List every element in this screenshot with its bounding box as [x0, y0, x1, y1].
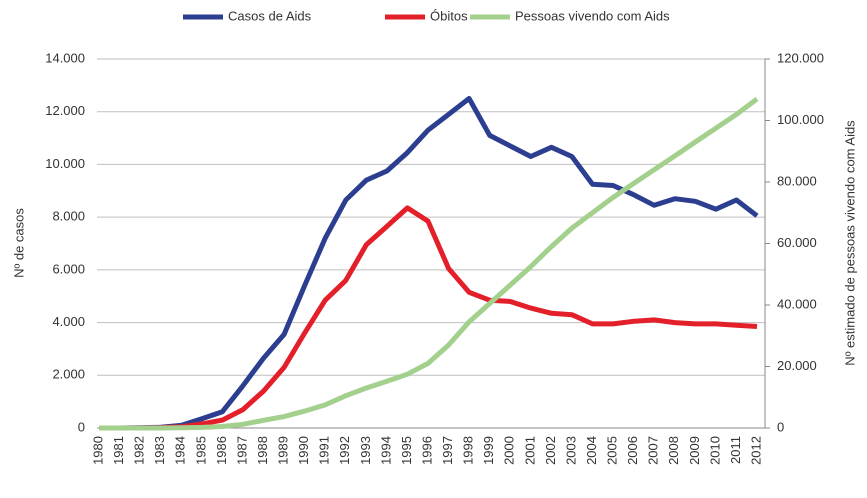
- legend-label: Casos de Aids: [228, 8, 312, 23]
- y-tick-label: 0: [78, 419, 85, 434]
- x-tick-label: 1987: [234, 436, 249, 465]
- series-line: [99, 205, 758, 431]
- x-tick-label: 2011: [728, 436, 743, 464]
- y2-tick-label: 0: [777, 419, 784, 434]
- y-tick-label: 12.000: [45, 103, 85, 118]
- y-tick-label: 4.000: [52, 314, 85, 329]
- y2-tick-label: 80.000: [777, 173, 817, 188]
- y-tick-label: 6.000: [52, 261, 85, 276]
- y2-tick-label: 120.000: [777, 50, 824, 65]
- y2-axis-title: Nº estimado de pessoas vivendo com Aids: [842, 120, 857, 366]
- x-tick-label: 2002: [543, 436, 558, 465]
- x-tick-label: 1985: [193, 436, 208, 465]
- legend-label: Pessoas vivendo com Aids: [515, 8, 670, 23]
- y2-tick-label: 40.000: [777, 296, 817, 311]
- x-tick-label: 1996: [419, 436, 434, 465]
- y-axis-title: Nº de casos: [11, 208, 26, 278]
- x-tick-label: 1984: [173, 436, 188, 465]
- x-tick-label: 2004: [584, 436, 599, 465]
- x-tick-label: 1998: [461, 436, 476, 465]
- x-tick-label: 1994: [378, 436, 393, 465]
- y2-tick-label: 20.000: [777, 358, 817, 373]
- x-tick-label: 1997: [440, 436, 455, 465]
- x-tick-label: 2003: [563, 436, 578, 465]
- x-tick-label: 1988: [255, 436, 270, 465]
- x-tick-label: 2005: [605, 436, 620, 465]
- x-tick-label: 1980: [90, 436, 105, 465]
- x-tick-label: 2001: [522, 436, 537, 465]
- x-tick-label: 2012: [748, 436, 763, 465]
- y-tick-label: 14.000: [45, 50, 85, 65]
- x-tick-label: 1981: [111, 436, 126, 465]
- x-tick-label: 2008: [666, 436, 681, 465]
- x-tick-label: 1999: [481, 436, 496, 465]
- x-tick-label: 1983: [152, 436, 167, 465]
- x-tick-label: 1992: [337, 436, 352, 465]
- series-line: [99, 96, 759, 431]
- y-tick-label: 8.000: [52, 209, 85, 224]
- x-tick-label: 1982: [132, 436, 147, 465]
- y2-tick-label: 60.000: [777, 235, 817, 250]
- x-tick-label: 1995: [399, 436, 414, 465]
- legend-label: Óbitos: [430, 8, 468, 23]
- y-tick-label: 10.000: [45, 156, 85, 171]
- x-tick-label: 1986: [214, 436, 229, 465]
- x-tick-label: 2010: [707, 436, 722, 465]
- x-tick-label: 2006: [625, 436, 640, 465]
- y2-tick-label: 100.000: [777, 112, 824, 127]
- x-tick-label: 2009: [687, 436, 702, 465]
- y-tick-label: 2.000: [52, 367, 85, 382]
- x-tick-label: 1989: [276, 436, 291, 465]
- x-tick-label: 2007: [646, 436, 661, 465]
- x-tick-label: 1993: [358, 436, 373, 465]
- series-line: [99, 96, 759, 431]
- x-tick-label: 2000: [502, 436, 517, 465]
- x-tick-label: 1990: [296, 436, 311, 465]
- x-tick-label: 1991: [317, 436, 332, 465]
